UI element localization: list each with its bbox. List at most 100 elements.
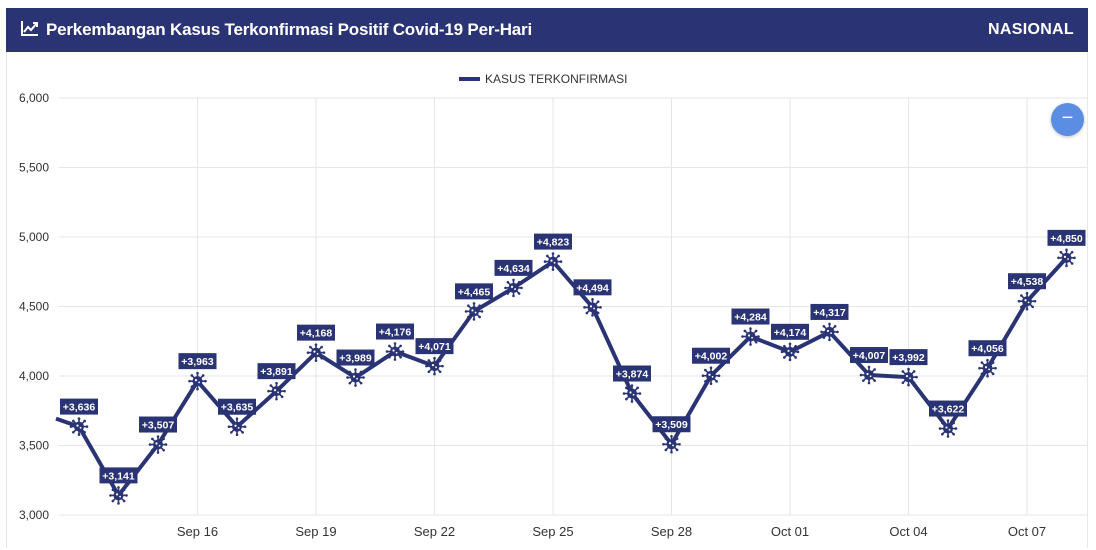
x-tick-label: Sep 25 [532, 524, 573, 539]
chart-header: Perkembangan Kasus Terkonfirmasi Positif… [6, 8, 1088, 52]
data-label: +4,317 [810, 303, 849, 320]
minus-icon: − [1061, 107, 1074, 129]
data-label: +3,509 [652, 416, 691, 433]
data-label-text: +4,823 [537, 237, 570, 249]
y-tick-label: 4,000 [19, 369, 49, 383]
virus-icon [864, 370, 874, 381]
x-tick-label: Oct 07 [1008, 524, 1046, 539]
data-point[interactable] [346, 368, 365, 387]
x-tick-label: Oct 01 [771, 524, 809, 539]
data-label-text: +4,284 [734, 312, 767, 324]
data-label: +4,538 [1008, 273, 1046, 290]
data-label-text: +4,850 [1050, 233, 1083, 245]
data-point[interactable] [188, 371, 207, 391]
data-label-text: +4,056 [971, 343, 1004, 355]
data-point[interactable] [148, 435, 168, 454]
data-point[interactable] [938, 419, 958, 438]
virus-icon [587, 302, 598, 313]
data-point[interactable] [227, 417, 247, 437]
data-label: +3,989 [336, 349, 375, 366]
virus-icon [113, 490, 124, 501]
y-tick-label: 5,500 [19, 161, 49, 175]
zoom-out-button[interactable]: − [1051, 103, 1084, 136]
virus-icon [548, 256, 558, 267]
virus-icon [745, 331, 756, 342]
data-label-text: +4,465 [458, 286, 491, 298]
header-left: Perkembangan Kasus Terkonfirmasi Positif… [20, 19, 532, 42]
data-point[interactable] [780, 342, 800, 362]
chart-title: Perkembangan Kasus Terkonfirmasi Positif… [46, 20, 532, 39]
data-point[interactable] [267, 381, 286, 401]
chart-container [6, 52, 1088, 548]
data-point[interactable] [504, 278, 523, 298]
virus-icon [943, 423, 953, 434]
data-point[interactable] [306, 343, 326, 362]
data-point[interactable] [1057, 248, 1076, 268]
data-point[interactable] [899, 367, 918, 387]
virus-icon [903, 372, 914, 383]
data-point[interactable] [425, 356, 444, 376]
data-label: +4,494 [573, 279, 612, 296]
data-label: +4,056 [968, 340, 1007, 357]
data-point[interactable] [622, 384, 642, 403]
data-label: +4,168 [297, 324, 335, 341]
data-point[interactable] [820, 322, 839, 342]
data-label-text: +4,494 [576, 282, 609, 294]
virus-icon [469, 306, 479, 317]
data-label: +3,963 [178, 353, 217, 370]
virus-icon [1061, 252, 1072, 263]
data-label: +4,850 [1047, 229, 1086, 246]
virus-icon [350, 372, 361, 383]
data-point[interactable] [109, 486, 128, 505]
trend-chart-icon [20, 19, 40, 42]
virus-icon [824, 326, 835, 337]
data-label-text: +4,071 [418, 341, 451, 353]
y-tick-label: 3,500 [19, 439, 49, 453]
data-label: +3,636 [60, 398, 98, 415]
virus-icon [785, 346, 795, 357]
virus-icon [232, 421, 242, 432]
data-point[interactable] [741, 327, 760, 346]
virus-icon [1022, 296, 1032, 307]
data-label-text: +3,992 [892, 352, 925, 364]
data-label-text: +4,176 [379, 327, 412, 339]
data-point[interactable] [543, 252, 563, 271]
data-label-text: +3,963 [181, 356, 214, 368]
data-label: +4,465 [455, 283, 493, 300]
data-label-text: +4,317 [813, 307, 846, 319]
virus-icon [390, 346, 400, 357]
virus-icon [627, 388, 637, 399]
data-label-text: +3,636 [63, 402, 96, 414]
data-point[interactable] [69, 417, 89, 436]
data-label: +4,823 [534, 233, 572, 250]
data-point[interactable] [583, 298, 602, 317]
virus-icon [192, 376, 203, 387]
data-point[interactable] [978, 358, 997, 378]
x-tick-label: Sep 16 [177, 524, 218, 539]
data-label: +3,874 [613, 365, 651, 382]
data-label: +4,007 [850, 347, 888, 364]
y-tick-label: 3,000 [19, 508, 49, 522]
x-tick-label: Oct 04 [889, 524, 927, 539]
data-label-text: +4,168 [300, 328, 333, 340]
data-label: +4,071 [415, 338, 454, 355]
virus-icon [982, 363, 993, 374]
data-label: +4,174 [771, 323, 809, 340]
data-point[interactable] [385, 342, 405, 361]
data-label-text: +3,509 [655, 419, 688, 431]
virus-icon [311, 347, 321, 358]
data-point[interactable] [701, 366, 721, 386]
data-label: +3,507 [139, 416, 177, 433]
region-badge: NASIONAL [988, 21, 1074, 38]
legend[interactable]: KASUS TERKONFIRMASI [459, 72, 627, 86]
x-tick-label: Sep 19 [295, 524, 336, 539]
data-label-text: +3,989 [339, 353, 372, 365]
data-point[interactable] [464, 302, 484, 321]
data-point[interactable] [1017, 291, 1037, 311]
data-label-text: +3,635 [221, 402, 254, 414]
y-tick-label: 6,000 [19, 91, 49, 105]
data-point[interactable] [662, 434, 681, 454]
data-point[interactable] [859, 365, 879, 385]
data-label: +3,141 [99, 467, 138, 484]
x-tick-label: Sep 22 [414, 524, 455, 539]
